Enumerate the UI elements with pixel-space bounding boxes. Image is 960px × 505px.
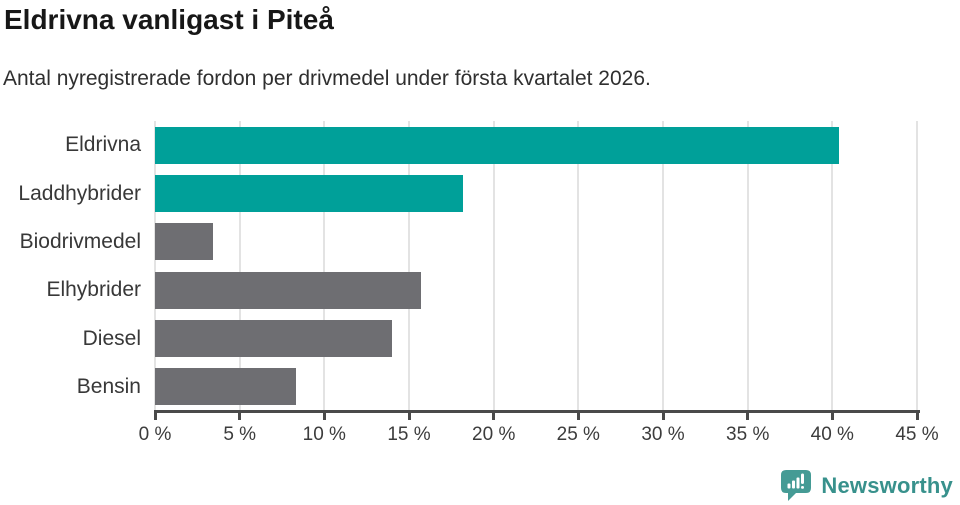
category-label-laddhybrider: Laddhybrider xyxy=(18,181,141,205)
newsworthy-logo-text: Newsworthy xyxy=(821,472,953,498)
category-labels: Eldrivna Laddhybrider Biodrivmedel Elhybrid… xyxy=(0,121,141,411)
category-label-biodrivmedel: Biodrivmedel xyxy=(19,229,141,253)
axis-tick-label: 40 % xyxy=(810,424,854,445)
axis-tick-label: 25 % xyxy=(556,424,600,445)
gridline xyxy=(154,121,156,411)
bar-laddhybrider xyxy=(155,175,464,212)
x-axis-tick-labels: 0 % 5 % 10 % 15 % 20 % 25 % 30 % 35 % 40 % 45 % xyxy=(139,424,939,446)
bar-bensin xyxy=(155,368,296,406)
axis-tick-label: 15 % xyxy=(387,424,431,445)
gridlines xyxy=(154,121,918,411)
chart-title: Eldrivna vanligast i Piteå xyxy=(4,4,334,35)
x-axis-line xyxy=(154,410,920,413)
bar-eldrivna xyxy=(155,126,840,164)
bar-elhybrider xyxy=(155,271,421,309)
axis-tick xyxy=(153,413,157,420)
axis-tick xyxy=(322,413,326,420)
gridline xyxy=(323,121,326,411)
axis-tick xyxy=(915,413,919,420)
gridline xyxy=(746,121,749,411)
bars xyxy=(155,121,917,411)
gridline xyxy=(577,121,580,411)
axis-tick xyxy=(492,413,496,420)
category-label-eldrivna: Eldrivna xyxy=(65,133,141,157)
axis-tick-label: 5 % xyxy=(223,424,257,445)
gridline xyxy=(916,121,918,411)
axis-tick xyxy=(661,413,665,420)
axis-tick-label: 0 % xyxy=(138,424,172,445)
axis-tick-label: 20 % xyxy=(472,424,516,445)
gridline xyxy=(831,121,834,411)
x-axis-ticks xyxy=(153,413,919,421)
chart-subtitle: Antal nyregistrerade fordon per drivmede… xyxy=(3,67,651,90)
axis-tick-label: 10 % xyxy=(302,424,346,445)
axis-tick-label: 35 % xyxy=(726,424,770,445)
axis-tick xyxy=(746,413,750,420)
axis-tick-label: 30 % xyxy=(641,424,685,445)
category-label-elhybrider: Elhybrider xyxy=(46,278,141,302)
axis-tick xyxy=(830,413,834,420)
gridline xyxy=(662,121,664,411)
plot-area xyxy=(154,121,918,411)
category-label-bensin: Bensin xyxy=(76,374,141,398)
bar-biodrivmedel xyxy=(155,223,213,261)
gridline xyxy=(408,121,410,411)
gridline xyxy=(492,121,495,411)
newsworthy-logo-icon xyxy=(781,470,812,501)
axis-tick xyxy=(407,413,411,420)
bar-diesel xyxy=(155,320,393,357)
category-label-diesel: Diesel xyxy=(82,326,141,350)
axis-tick xyxy=(576,413,580,420)
newsworthy-logo: Newsworthy xyxy=(779,469,953,502)
gridline xyxy=(238,121,241,411)
axis-tick xyxy=(238,413,242,420)
axis-tick-label: 45 % xyxy=(895,424,939,445)
